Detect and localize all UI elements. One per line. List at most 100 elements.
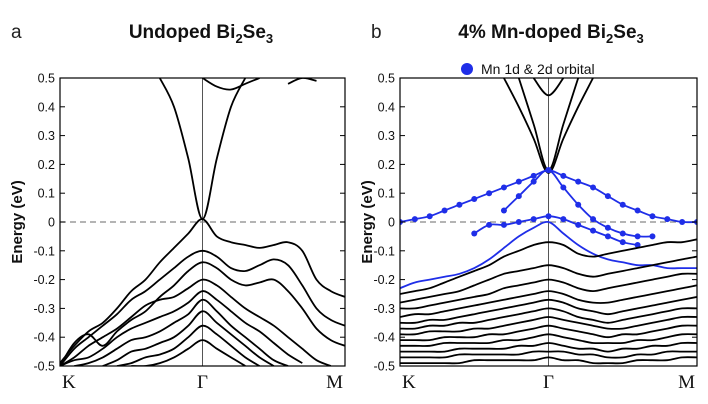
band-line <box>400 341 697 353</box>
x-tick-label: K <box>402 372 416 393</box>
mn-marker <box>545 213 552 220</box>
band-line <box>60 290 303 366</box>
x-tick-label: K <box>62 372 76 393</box>
y-tick-label: -0.5 <box>33 360 55 374</box>
band-line <box>60 278 332 366</box>
mn-marker <box>634 242 641 249</box>
y-tick-label: 0.4 <box>38 100 55 114</box>
panel-b-ylabel: Energy (eV) <box>359 180 376 263</box>
mn-marker <box>500 184 507 191</box>
panel-b-label: b <box>371 22 382 43</box>
band-line <box>116 324 260 366</box>
mn-marker <box>649 213 656 220</box>
mn-marker <box>575 178 582 185</box>
mn-marker <box>649 233 656 240</box>
band-line <box>400 350 697 359</box>
band-line <box>400 324 697 342</box>
band-line <box>60 249 345 366</box>
band-line <box>400 307 697 330</box>
band-line <box>202 78 260 91</box>
band-line <box>532 78 565 97</box>
band-line <box>400 315 697 336</box>
y-tick-label: -0.5 <box>373 360 395 374</box>
mn-marker <box>530 178 537 185</box>
mn-marker <box>575 201 582 208</box>
y-tick-label: 0.1 <box>378 187 395 201</box>
mn-marker <box>604 193 611 200</box>
y-tick-label: 0.2 <box>38 158 55 172</box>
mn-marker <box>500 207 507 214</box>
mn-marker <box>560 184 567 191</box>
band-line <box>400 272 697 310</box>
mn-marker <box>515 219 522 225</box>
mn-marker <box>530 216 537 223</box>
mn-marker <box>515 193 522 200</box>
mn-marker <box>619 230 626 237</box>
mn-marker <box>486 221 493 228</box>
y-tick-label: 0.5 <box>378 72 395 86</box>
y-tick-label: -0.1 <box>33 244 55 258</box>
y-tick-label: 0.5 <box>38 72 55 86</box>
y-tick-label: -0.4 <box>33 331 55 345</box>
mn-marker <box>590 216 597 223</box>
legend-marker <box>461 63 473 75</box>
mn-marker <box>486 190 493 197</box>
band-line <box>60 218 345 364</box>
mn-marker <box>500 221 507 228</box>
panel-a-label: a <box>11 22 22 43</box>
mn-marker <box>590 227 597 234</box>
y-tick-label: 0.2 <box>378 158 395 172</box>
mn-marker <box>515 178 522 185</box>
y-tick-label: -0.4 <box>373 331 395 345</box>
mn-marker <box>634 207 641 214</box>
panel-a-plot: 0.5 0.4 0.3 0.2 0.1 0 -0.1 -0.2 -0.3 -0.4 -0.5 K Γ M <box>33 72 346 393</box>
band-line <box>102 310 275 366</box>
y-tick-label: -0.2 <box>373 273 395 287</box>
y-tick-label: 0 <box>388 216 395 230</box>
mn-marker <box>619 201 626 208</box>
panel-a-ylabel: Energy (eV) <box>9 180 26 263</box>
mn-marker <box>426 213 433 220</box>
panel-b-title: 4% Mn-doped Bi2Se3 <box>458 22 644 46</box>
y-tick-label: 0 <box>48 216 55 230</box>
bands <box>400 78 697 365</box>
y-tick-label: -0.2 <box>33 273 55 287</box>
panel-a-title: Undoped Bi2Se3 <box>129 22 273 46</box>
x-tick-label: Γ <box>543 372 554 393</box>
band-line <box>60 261 345 366</box>
mn-marker <box>575 221 582 228</box>
y-tick-label: 0.3 <box>38 129 55 143</box>
mn-marker <box>664 216 671 223</box>
y-tick-label: -0.3 <box>33 302 55 316</box>
mn-marker <box>545 167 552 174</box>
band-line <box>400 238 697 295</box>
band-line <box>400 356 697 365</box>
panel-b-plot: 0.5 0.4 0.3 0.2 0.1 0 -0.1 -0.2 -0.3 -0.4 -0.5 K Γ M <box>373 72 698 393</box>
mn-marker <box>471 230 478 237</box>
band-line <box>400 333 697 347</box>
legend-label: Mn 1d & 2d orbital <box>481 61 595 77</box>
y-tick-label: 0.4 <box>378 100 395 114</box>
band-line <box>400 220 697 290</box>
y-tick-label: -0.3 <box>373 302 395 316</box>
mn-marker <box>619 239 626 246</box>
y-tick-label: 0.1 <box>38 187 55 201</box>
x-tick-label: M <box>678 372 695 393</box>
mn-marker <box>560 172 567 179</box>
y-tick-label: 0.3 <box>378 129 395 143</box>
mn-marker <box>530 172 537 179</box>
band-line <box>400 296 697 324</box>
mn-marker <box>411 216 418 223</box>
x-tick-label: M <box>326 372 343 393</box>
y-tick-label: -0.1 <box>373 244 395 258</box>
band-line <box>400 255 697 304</box>
band-line <box>287 78 317 85</box>
mn-marker <box>560 216 567 223</box>
mn-marker <box>679 219 686 225</box>
mn-marker <box>456 201 463 208</box>
x-tick-label: Γ <box>197 372 208 393</box>
mn-marker <box>604 233 611 240</box>
mn-marker <box>634 233 641 240</box>
band-line <box>400 284 697 318</box>
